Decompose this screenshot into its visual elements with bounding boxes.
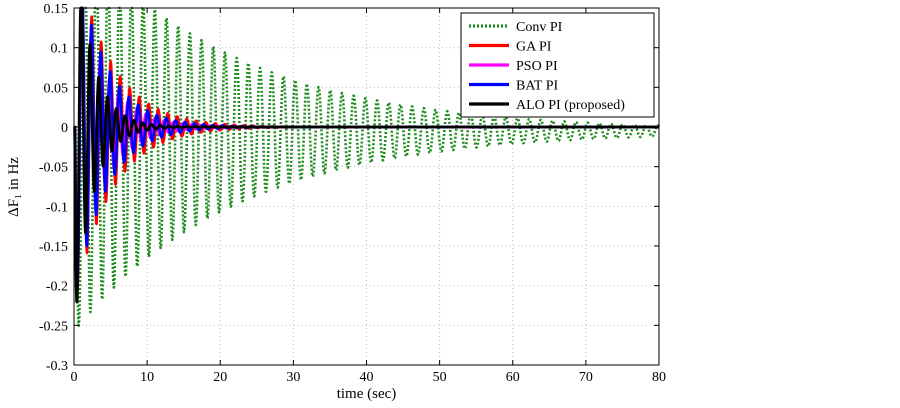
y-tick-label: 0.15	[44, 2, 69, 17]
y-tick-label: 0.1	[51, 42, 69, 57]
y-tick-label: -0.3	[46, 359, 68, 374]
x-tick-label: 60	[506, 370, 520, 385]
y-tick-label: 0.05	[44, 81, 69, 96]
x-tick-label: 70	[579, 370, 593, 385]
x-tick-label: 30	[286, 370, 300, 385]
y-tick-label: -0.2	[46, 280, 68, 295]
series-line-alo-pi-proposed	[72, 6, 661, 304]
x-tick-label: 40	[360, 370, 374, 385]
y-axis-label: ΔF₁ in Hz	[6, 157, 22, 217]
y-tick-label: 0	[61, 121, 68, 136]
x-tick-label: 10	[140, 370, 154, 385]
x-tick-label: 20	[213, 370, 227, 385]
legend-label: ALO PI (proposed)	[516, 98, 625, 113]
x-tick-label: 0	[71, 370, 78, 385]
legend: Conv PI GA PI PSO PI BAT PI ALO PI (proposed…	[460, 12, 655, 118]
legend-label: Conv PI	[516, 20, 563, 35]
x-axis-label: time (sec)	[337, 386, 397, 402]
y-tick-label: -0.1	[46, 200, 68, 215]
y-tick-label: -0.25	[39, 319, 68, 334]
series-lines	[72, 6, 661, 327]
axis-ticks: 0 10 20 30 40 50 60 70 80 0.15 0.1 0.05 0 -0.05 -0.1 -0…	[39, 2, 666, 385]
x-tick-label: 50	[433, 370, 447, 385]
legend-label: PSO PI	[516, 59, 558, 74]
y-tick-label: -0.15	[39, 240, 68, 255]
legend-label: BAT PI	[516, 79, 558, 94]
legend-label: GA PI	[516, 40, 552, 55]
y-tick-label: -0.05	[39, 161, 68, 176]
x-tick-label: 80	[652, 370, 666, 385]
